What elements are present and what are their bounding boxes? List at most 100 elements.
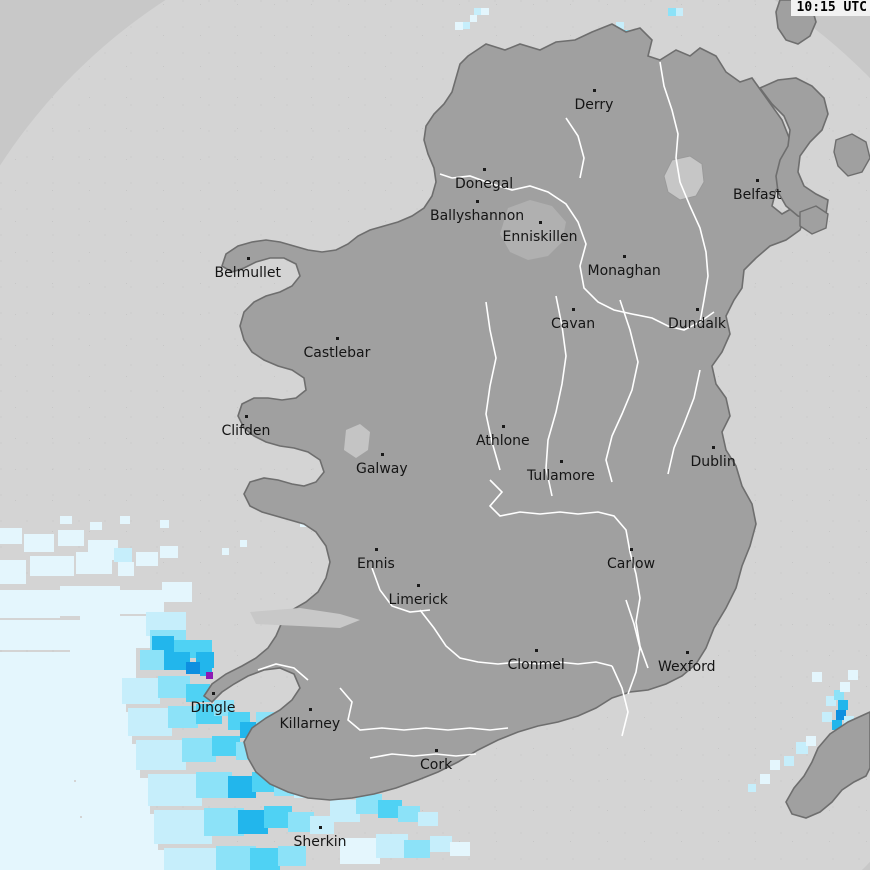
city-marker-dot xyxy=(559,460,563,463)
precipitation-cell xyxy=(216,846,256,870)
precipitation-cell xyxy=(120,590,164,614)
city-name-text: Ennis xyxy=(357,556,395,572)
city-name-text: Enniskillen xyxy=(502,229,578,245)
precipitation-cell xyxy=(340,838,380,864)
border-lines xyxy=(257,61,715,759)
precipitation-cell xyxy=(0,782,80,818)
city-name-text: Belfast xyxy=(733,187,782,203)
city-label-cork: Cork xyxy=(420,749,452,772)
precipitation-cell xyxy=(160,520,169,528)
city-label-belmullet: Belmullet xyxy=(214,257,282,281)
precipitation-cell xyxy=(76,552,112,574)
precipitation-cell xyxy=(264,806,292,828)
city-marker-dot xyxy=(211,692,215,695)
precipitation-cell xyxy=(288,812,314,832)
precipitation-cell xyxy=(212,736,240,756)
precipitation-cell xyxy=(770,760,780,770)
precipitation-cell xyxy=(250,848,280,870)
precipitation-cell xyxy=(840,682,850,692)
precipitation-cell xyxy=(0,716,70,750)
precipitation-cell xyxy=(330,800,360,822)
precipitation-cell xyxy=(168,706,198,728)
border-leinster xyxy=(605,299,639,483)
precipitation-cell xyxy=(76,778,150,816)
city-marker-dot xyxy=(572,308,576,311)
precipitation-cell xyxy=(0,528,22,544)
city-label-cavan: Cavan xyxy=(551,308,595,331)
city-marker-dot xyxy=(501,425,505,428)
city-marker-dot xyxy=(435,749,439,752)
precipitation-cell xyxy=(455,22,463,30)
precipitation-cell xyxy=(80,616,150,648)
precipitation-cell xyxy=(60,586,120,616)
precipitation-cell xyxy=(196,772,232,798)
precipitation-cell xyxy=(206,672,213,679)
city-marker-dot xyxy=(756,179,760,182)
city-marker-dot xyxy=(623,255,627,258)
precipitation-cell xyxy=(310,816,334,834)
city-marker-dot xyxy=(308,708,312,711)
border-tipperary xyxy=(419,609,613,667)
city-name-text: Clifden xyxy=(221,423,271,439)
city-label-donegal: Donegal xyxy=(455,168,513,191)
city-marker-dot xyxy=(380,453,384,456)
precipitation-cell xyxy=(164,652,190,670)
precipitation-cell xyxy=(376,834,408,858)
city-name-text: Dingle xyxy=(190,700,236,716)
precipitation-cell xyxy=(58,530,84,546)
city-marker-dot xyxy=(483,168,487,171)
precipitation-cell xyxy=(120,516,130,524)
border-offaly xyxy=(488,479,649,669)
precipitation-cell xyxy=(0,560,26,584)
city-name-text: Monaghan xyxy=(587,263,661,279)
city-label-carlow: Carlow xyxy=(607,548,656,572)
city-marker-dot xyxy=(696,308,699,311)
precipitation-cell xyxy=(114,548,132,562)
precipitation-cell xyxy=(278,846,306,866)
precipitation-cell xyxy=(806,736,816,746)
city-label-ennis: Ennis xyxy=(357,548,395,572)
city-name-text: Belmullet xyxy=(214,265,282,281)
city-marker-dot xyxy=(535,649,539,652)
precipitation-cell xyxy=(748,784,756,792)
precipitation-cell xyxy=(128,708,172,736)
city-name-text: Tullamore xyxy=(527,468,595,484)
precipitation-cell xyxy=(0,818,86,858)
city-marker-dot xyxy=(476,200,480,203)
city-name-text: Castlebar xyxy=(303,345,371,361)
city-marker-dot xyxy=(592,89,596,92)
precipitation-cell xyxy=(616,22,624,30)
city-marker-dot xyxy=(246,257,250,260)
landmass-group xyxy=(202,0,870,819)
precipitation-cell xyxy=(222,548,229,555)
precipitation-cell xyxy=(136,740,186,770)
precipitation-cell xyxy=(152,636,174,654)
precipitation-cell xyxy=(56,682,126,716)
city-marker-dot xyxy=(335,337,339,340)
precipitation-cell xyxy=(238,810,268,834)
city-name-text: Carlow xyxy=(607,556,656,572)
inland-highlight-north xyxy=(500,200,566,260)
city-label-wexford: Wexford xyxy=(658,651,716,674)
precipitation-cell xyxy=(378,800,402,818)
precipitation-cell xyxy=(470,15,477,22)
precipitation-cell xyxy=(0,748,74,782)
precipitation-cell xyxy=(0,686,60,716)
city-label-belfast: Belfast xyxy=(733,179,782,203)
ireland-landmass xyxy=(202,23,807,801)
city-label-enniskillen: Enniskillen xyxy=(502,221,578,245)
precipitation-cell xyxy=(228,776,256,798)
city-label-castlebar: Castlebar xyxy=(303,337,371,361)
precipitation-cell xyxy=(822,712,832,722)
timestamp-label: 10:15 UTC xyxy=(790,0,870,16)
city-name-text: Clonmel xyxy=(507,657,565,673)
city-marker-dot xyxy=(685,651,689,654)
precipitation-cell xyxy=(24,534,54,552)
city-name-text: Athlone xyxy=(476,433,530,449)
border-antrim xyxy=(659,61,709,323)
city-label-monaghan: Monaghan xyxy=(587,255,661,279)
precipitation-cell xyxy=(812,672,822,682)
city-marker-dot xyxy=(630,548,633,551)
border-cork-e xyxy=(369,753,477,759)
precipitation-cell xyxy=(418,812,438,826)
